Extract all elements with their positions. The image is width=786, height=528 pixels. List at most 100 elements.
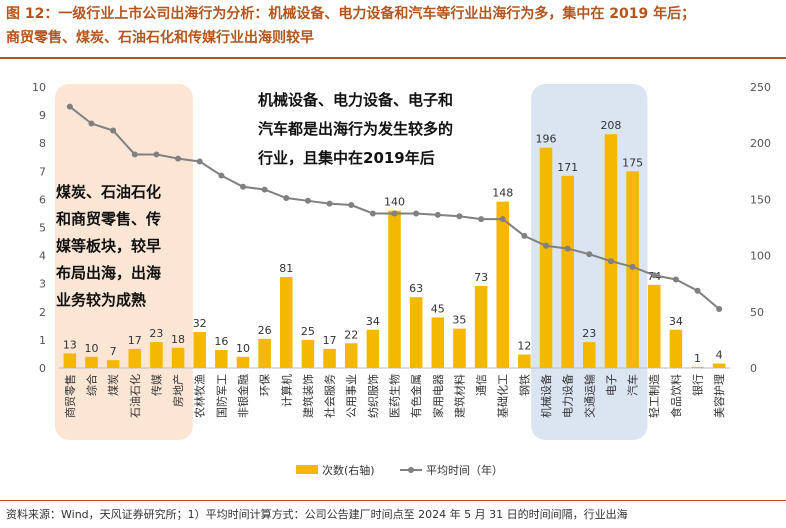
- bar-label-传媒: 23: [149, 327, 163, 340]
- bar-有色金属: [409, 297, 423, 368]
- left-tick-label: 8: [39, 137, 46, 150]
- annotation-2-line-5: 业务较为成熟: [56, 291, 146, 309]
- category-label-公用事业: 公用事业: [345, 374, 358, 418]
- left-tick-label: 2: [39, 306, 46, 319]
- category-label-电子: 电子: [605, 374, 618, 396]
- line-point-传媒: [153, 151, 160, 158]
- bar-series: [63, 134, 726, 368]
- bar-label-钢铁: 12: [517, 340, 531, 353]
- category-label-美容护理: 美容护理: [712, 374, 726, 418]
- right-tick-label: 50: [750, 306, 764, 319]
- annotation-2-line-3: 媒等板块，较早: [56, 237, 161, 255]
- line-point-电子: [607, 258, 614, 265]
- bar-label-通信: 73: [474, 271, 488, 284]
- line-point-机械设备: [543, 242, 550, 249]
- line-point-钢铁: [521, 232, 528, 239]
- category-label-机械设备: 机械设备: [539, 374, 553, 418]
- line-point-轻工制造: [651, 272, 658, 279]
- figure-title-line2: 商贸零售、煤炭、石油石化和传媒行业出海则较早: [6, 30, 314, 46]
- source-note: 资料来源：Wind，天风证券研究所；1）平均时间计算方式：公司公告建厂时间点至 …: [6, 508, 628, 521]
- right-tick-label: 150: [750, 193, 771, 206]
- bar-轻工制造: [647, 284, 661, 368]
- bar-银行: [691, 366, 704, 368]
- bar-交通运输: [583, 342, 596, 368]
- category-label-社会服务: 社会服务: [323, 374, 337, 418]
- bar-综合: [85, 356, 98, 368]
- bar-data-labels: 13 10 7 17 23 18 32 16 10 26 81 25 17 22 34 140 63 45 35 73…: [63, 119, 723, 365]
- bar-电子: [604, 134, 618, 368]
- category-label-非银金融: 非银金融: [236, 374, 250, 418]
- right-tick-label: 200: [750, 137, 771, 150]
- line-point-国防军工: [218, 172, 225, 179]
- left-tick-label: 0: [39, 362, 46, 375]
- line-point-电力设备: [564, 245, 571, 252]
- annotation-1-line-2: 汽车都是出海行为发生较多的: [258, 120, 453, 138]
- left-tick-label: 4: [39, 250, 46, 263]
- annotation-2-line-2: 和商贸零售、传: [56, 210, 161, 228]
- bar-label-计算机: 81: [279, 262, 293, 275]
- category-label-食品饮料: 食品饮料: [669, 374, 683, 418]
- figure-title: 图 12：一级行业上市公司出海行为分析：机械设备、电力设备和汽车等行业出海行为多…: [6, 2, 782, 50]
- left-tick-label: 9: [39, 109, 46, 122]
- bar-label-汽车: 175: [622, 156, 643, 169]
- line-point-交通运输: [586, 251, 593, 258]
- left-tick-label: 5: [39, 222, 46, 235]
- category-label-通信: 通信: [475, 374, 488, 396]
- bar-美容护理: [712, 363, 726, 368]
- bar-建筑装饰: [301, 339, 315, 368]
- line-point-通信: [478, 216, 485, 223]
- bar-label-公用事业: 22: [344, 328, 358, 341]
- line-point-食品饮料: [672, 276, 679, 283]
- line-point-计算机: [283, 194, 290, 201]
- category-labels: 商贸零售 综合 煤炭 石油石化 传媒 房地产 农林牧渔 国防军工 非银金融 环保 计算机 建筑装饰 社会…: [63, 374, 726, 418]
- annotation-1-line-3: 行业，且集中在2019年后: [257, 149, 435, 167]
- line-series: [66, 103, 723, 312]
- line-point-环保: [261, 186, 268, 193]
- title-divider: [0, 57, 786, 59]
- legend-bar-swatch: [296, 465, 318, 474]
- bar-label-美容护理: 4: [716, 349, 723, 362]
- category-label-有色金属: 有色金属: [409, 374, 423, 418]
- category-label-电力设备: 电力设备: [561, 374, 575, 418]
- bar-医药生物: [388, 210, 401, 368]
- bar-钢铁: [518, 354, 531, 368]
- line-point-社会服务: [326, 200, 333, 207]
- bar-label-房地产: 18: [171, 333, 185, 346]
- bar-传媒: [150, 342, 163, 368]
- category-label-房地产: 房地产: [171, 374, 185, 407]
- line-point-纺织服饰: [369, 210, 376, 217]
- category-label-银行: 银行: [691, 374, 705, 396]
- bar-label-有色金属: 63: [409, 282, 423, 295]
- line-point-农林牧渔: [196, 158, 203, 165]
- category-label-建筑材料: 建筑材料: [452, 374, 466, 418]
- bar-label-交通运输: 23: [582, 327, 596, 340]
- bar-农林牧渔: [193, 332, 206, 368]
- bar-纺织服饰: [366, 329, 380, 368]
- bar-label-环保: 26: [258, 324, 272, 337]
- bar-label-家用电器: 45: [431, 302, 445, 315]
- category-label-环保: 环保: [258, 374, 272, 396]
- category-label-医药生物: 医药生物: [388, 374, 402, 418]
- right-tick-label: 250: [750, 81, 771, 94]
- bar-建筑材料: [453, 328, 466, 368]
- source-divider: [0, 500, 786, 501]
- category-label-商贸零售: 商贸零售: [63, 374, 77, 418]
- right-tick-label: 100: [750, 250, 771, 263]
- category-label-计算机: 计算机: [279, 374, 293, 407]
- category-label-家用电器: 家用电器: [431, 374, 445, 418]
- figure-title-line1: 图 12：一级行业上市公司出海行为分析：机械设备、电力设备和汽车等行业出海行为多…: [6, 6, 696, 22]
- line-point-非银金融: [239, 183, 246, 190]
- bar-电力设备: [561, 175, 574, 368]
- bar-计算机: [279, 276, 293, 368]
- right-axis: 0 50 100 150 200 250: [750, 81, 771, 375]
- bar-房地产: [171, 347, 185, 368]
- annotations: 机械设备、电力设备、电子和汽车都是出海行为发生较多的行业，且集中在2019年后煤…: [56, 91, 453, 309]
- category-label-纺织服饰: 纺织服饰: [366, 374, 380, 418]
- line-point-煤炭: [110, 127, 117, 134]
- bar-label-电力设备: 171: [557, 161, 578, 174]
- line-point-建筑材料: [456, 213, 463, 220]
- category-label-汽车: 汽车: [626, 374, 640, 396]
- bar-label-农林牧渔: 32: [193, 317, 207, 330]
- category-label-石油石化: 石油石化: [128, 374, 142, 418]
- bar-label-国防军工: 16: [214, 335, 228, 348]
